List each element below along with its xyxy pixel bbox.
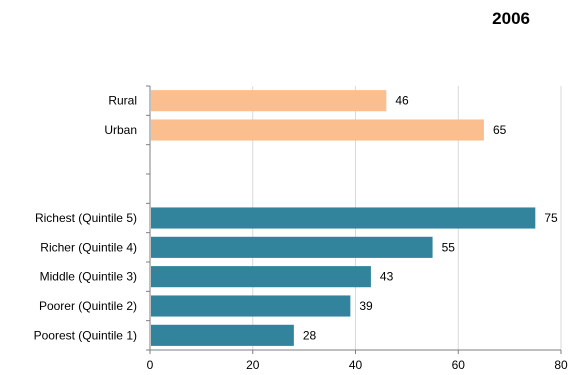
x-tick-label-80: 80	[554, 358, 568, 372]
x-tick-label-0: 0	[147, 358, 154, 372]
data-label-1: 65	[493, 123, 507, 137]
x-tick-label-20: 20	[246, 358, 260, 372]
data-label-6: 43	[380, 270, 394, 284]
category-label-7: Poorer (Quintile 2)	[39, 299, 137, 313]
bar-1	[151, 119, 484, 141]
data-label-4: 75	[544, 211, 558, 225]
x-tick-label-40: 40	[349, 358, 363, 372]
data-label-0: 46	[395, 94, 409, 108]
bar-7	[151, 295, 351, 317]
category-label-0: Rural	[108, 94, 137, 108]
data-label-8: 28	[303, 328, 317, 342]
bar-8	[151, 324, 294, 346]
x-tick-label-60: 60	[452, 358, 466, 372]
category-label-6: Middle (Quintile 3)	[40, 270, 137, 284]
data-label-5: 55	[442, 240, 456, 254]
category-label-1: Urban	[104, 123, 137, 137]
bar-5	[151, 236, 433, 258]
data-label-7: 39	[359, 299, 373, 313]
chart-title: 2006	[492, 9, 530, 28]
category-label-8: Poorest (Quintile 1)	[34, 328, 137, 342]
bar-0	[151, 90, 387, 112]
category-label-4: Richest (Quintile 5)	[35, 211, 137, 225]
category-label-5: Richer (Quintile 4)	[40, 240, 137, 254]
bar-6	[151, 266, 371, 288]
bar-4	[151, 207, 536, 229]
